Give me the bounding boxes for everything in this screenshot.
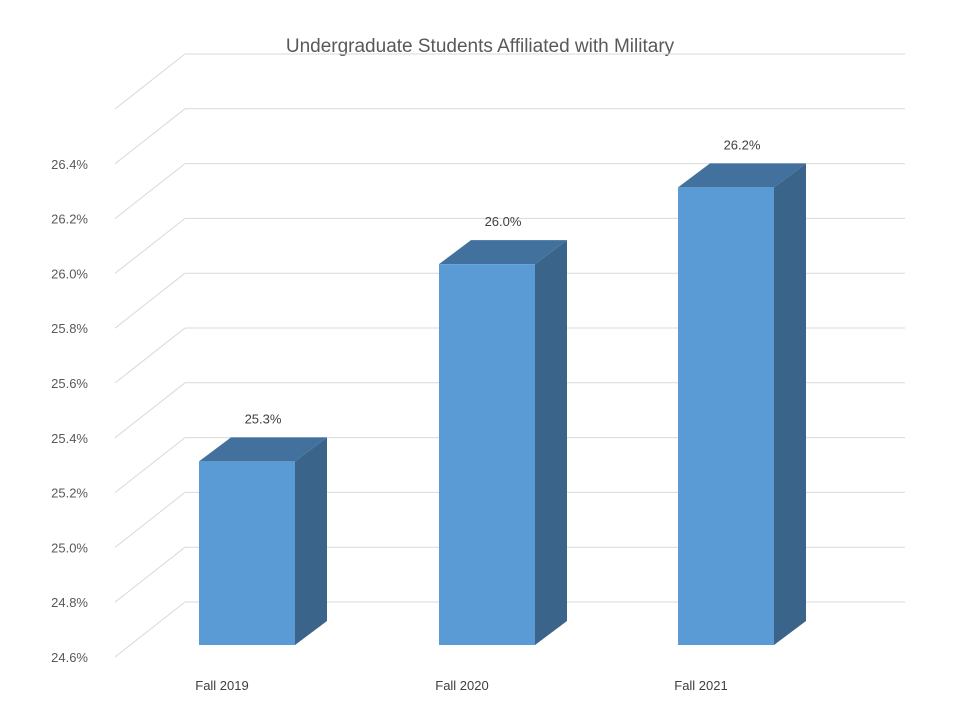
y-tick-label: 24.8% — [51, 595, 88, 610]
y-tick-label: 25.4% — [51, 431, 88, 446]
bar — [439, 240, 567, 645]
chart-title: Undergraduate Students Affiliated with M… — [286, 36, 675, 57]
x-category-label: Fall 2021 — [674, 678, 727, 693]
y-tick-label: 24.6% — [51, 650, 88, 665]
y-tick-label: 26.0% — [51, 266, 88, 281]
data-label: 26.0% — [485, 214, 522, 229]
y-tick-label: 25.6% — [51, 376, 88, 391]
gridline — [114, 108, 905, 165]
bar — [678, 163, 806, 646]
y-tick-label: 26.2% — [51, 212, 88, 227]
bar — [199, 437, 327, 645]
x-axis-category-labels: Fall 2019 Fall 2020 Fall 2021 — [195, 678, 727, 693]
gridline — [114, 53, 905, 110]
x-category-label: Fall 2020 — [435, 678, 488, 693]
data-label: 26.2% — [724, 137, 761, 152]
data-labels: 25.3% 26.0% 26.2% — [245, 137, 761, 426]
data-label: 25.3% — [245, 411, 282, 426]
y-tick-label: 26.4% — [51, 157, 88, 172]
y-tick-label: 25.2% — [51, 486, 88, 501]
bar-layer — [199, 163, 806, 646]
y-tick-label: 25.8% — [51, 321, 88, 336]
x-category-label: Fall 2019 — [195, 678, 248, 693]
y-axis-tick-labels: 24.6% 24.8% 25.0% 25.2% 25.4% 25.6% 25.8% 26.0%… — [51, 157, 88, 665]
y-tick-label: 25.0% — [51, 540, 88, 555]
